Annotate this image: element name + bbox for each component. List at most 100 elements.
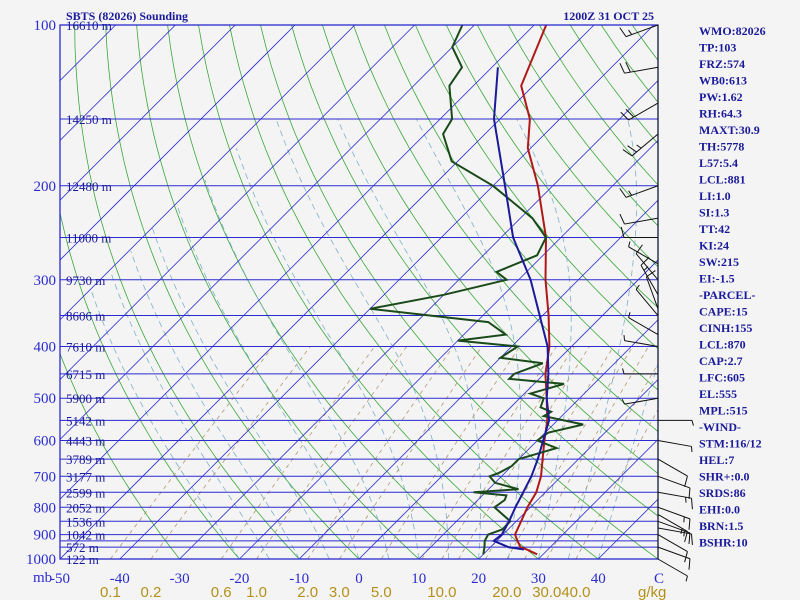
station-index: WMO:82026	[699, 24, 766, 38]
wind-barb-flag	[621, 398, 625, 405]
wind-barb	[620, 102, 659, 121]
wind-barb	[657, 520, 691, 544]
wind-barb-flag	[628, 190, 633, 196]
station-index: MPL:515	[699, 404, 748, 418]
chart-title-station: SBTS (82026) Sounding	[66, 9, 188, 23]
wind-barb	[619, 61, 659, 74]
moist-adiabat	[204, 179, 390, 559]
wind-barb-shaft	[628, 246, 659, 265]
station-index: CINH:155	[699, 321, 752, 335]
station-index: TT:42	[699, 222, 730, 236]
wind-barb	[622, 368, 658, 375]
height-label: 9730 m	[66, 273, 105, 288]
wind-barb	[658, 419, 694, 426]
height-label: 1536 m	[66, 514, 105, 529]
wind-barb-shaft	[657, 534, 688, 552]
wind-barb-flag	[625, 61, 631, 73]
wind-barb-flag	[685, 575, 688, 582]
station-index: L57:5.4	[699, 156, 738, 170]
pressure-tick-label: 900	[34, 528, 57, 544]
height-label: 1042 m	[66, 528, 105, 543]
wind-barb-shaft	[624, 217, 659, 225]
station-index: LCL:870	[699, 338, 746, 352]
moist-adiabat	[275, 118, 450, 559]
temperature-tick-label: -30	[170, 571, 190, 587]
wind-barb-flag	[628, 29, 633, 35]
wind-barb-flag	[619, 27, 627, 37]
height-label: 11000 m	[66, 230, 111, 245]
mixing-ratio-label: 20.0	[492, 584, 521, 600]
height-label: 3789 m	[66, 452, 105, 467]
moist-adiabat	[516, 118, 572, 559]
wind-barb-flag	[636, 144, 642, 149]
sounding-series	[369, 25, 584, 556]
moist-adiabat	[91, 290, 240, 559]
wind-barb	[619, 185, 659, 198]
height-label: 3177 m	[66, 469, 105, 484]
mixing-ratio-label: 5.0	[371, 584, 392, 600]
wind-barb-shaft	[657, 440, 692, 447]
temperature-tick-label: -10	[289, 571, 309, 587]
wind-barb-flag	[619, 213, 625, 225]
station-index: -PARCEL-	[699, 288, 755, 302]
wind-barb	[620, 226, 658, 238]
pressure-tick-label: 400	[34, 340, 57, 356]
wind-barb-flag	[690, 533, 693, 545]
isotherm	[538, 438, 658, 559]
height-label: 5900 m	[66, 391, 105, 406]
height-label: 6715 m	[66, 367, 105, 382]
wind-barb-shaft	[635, 289, 659, 316]
isotherm	[298, 199, 658, 559]
temperature-tick-label: 20	[471, 571, 486, 587]
moist-adiabat	[130, 250, 300, 559]
station-index: PW:1.62	[699, 90, 743, 104]
pressure-tick-label: 600	[34, 434, 57, 450]
wind-barb-flag	[627, 145, 637, 153]
chart-title-time: 1200Z 31 OCT 25	[563, 9, 654, 23]
wind-barb	[619, 213, 659, 225]
moist-adiabat	[152, 227, 330, 559]
wind-barb-flag	[688, 518, 691, 530]
height-label: 122 m	[66, 552, 99, 567]
station-index: -WIND-	[699, 420, 741, 434]
station-index: MAXT:30.9	[699, 123, 760, 137]
height-label: 2052 m	[66, 500, 105, 515]
isotherm	[358, 259, 658, 559]
wind-barb-shaft	[657, 546, 691, 560]
station-index: STM:116/12	[699, 437, 762, 451]
wind-barb-flag	[625, 108, 635, 118]
wind-barb-flag	[640, 257, 650, 266]
moist-adiabat	[597, 362, 658, 559]
station-index: EL:555	[699, 387, 737, 401]
mixing-ratio-label: 0.1	[100, 584, 121, 600]
wind-barb	[657, 506, 691, 530]
wind-barb-flag	[628, 241, 631, 247]
isotherm	[418, 319, 658, 559]
height-label: 12480 m	[66, 179, 112, 194]
station-index: LFC:605	[699, 371, 745, 385]
pressure-tick-label: 300	[34, 273, 57, 289]
height-label: 572 m	[66, 540, 99, 555]
mixing-ratio-label: 3.0	[329, 584, 350, 600]
pressure-tick-label: 1000	[26, 552, 56, 568]
wind-barb-flag	[690, 498, 693, 510]
station-index: HEL:7	[699, 453, 734, 467]
series-temperature	[513, 25, 551, 556]
wind-barb	[622, 133, 659, 157]
temperature-tick-label: -40	[110, 571, 130, 587]
wind-barb-column	[619, 24, 694, 582]
height-label: 7610 m	[66, 340, 105, 355]
wind-barb-flag	[628, 312, 631, 318]
temperature-tick-label: 10	[411, 571, 426, 587]
wind-barb-flag	[620, 226, 625, 238]
station-index: EI:-1.5	[699, 272, 735, 286]
isotherm	[60, 25, 595, 559]
mixing-ratio-label: 40.0	[561, 584, 590, 600]
station-index: CAP:2.7	[699, 354, 743, 368]
temperature-tick-label: -50	[50, 571, 70, 587]
wind-barb-flag	[622, 368, 625, 374]
moist-adiabat	[235, 147, 420, 559]
station-index: TP:103	[699, 41, 736, 55]
pressure-tick-label: 100	[34, 18, 57, 34]
wind-barb-flag	[688, 532, 691, 544]
